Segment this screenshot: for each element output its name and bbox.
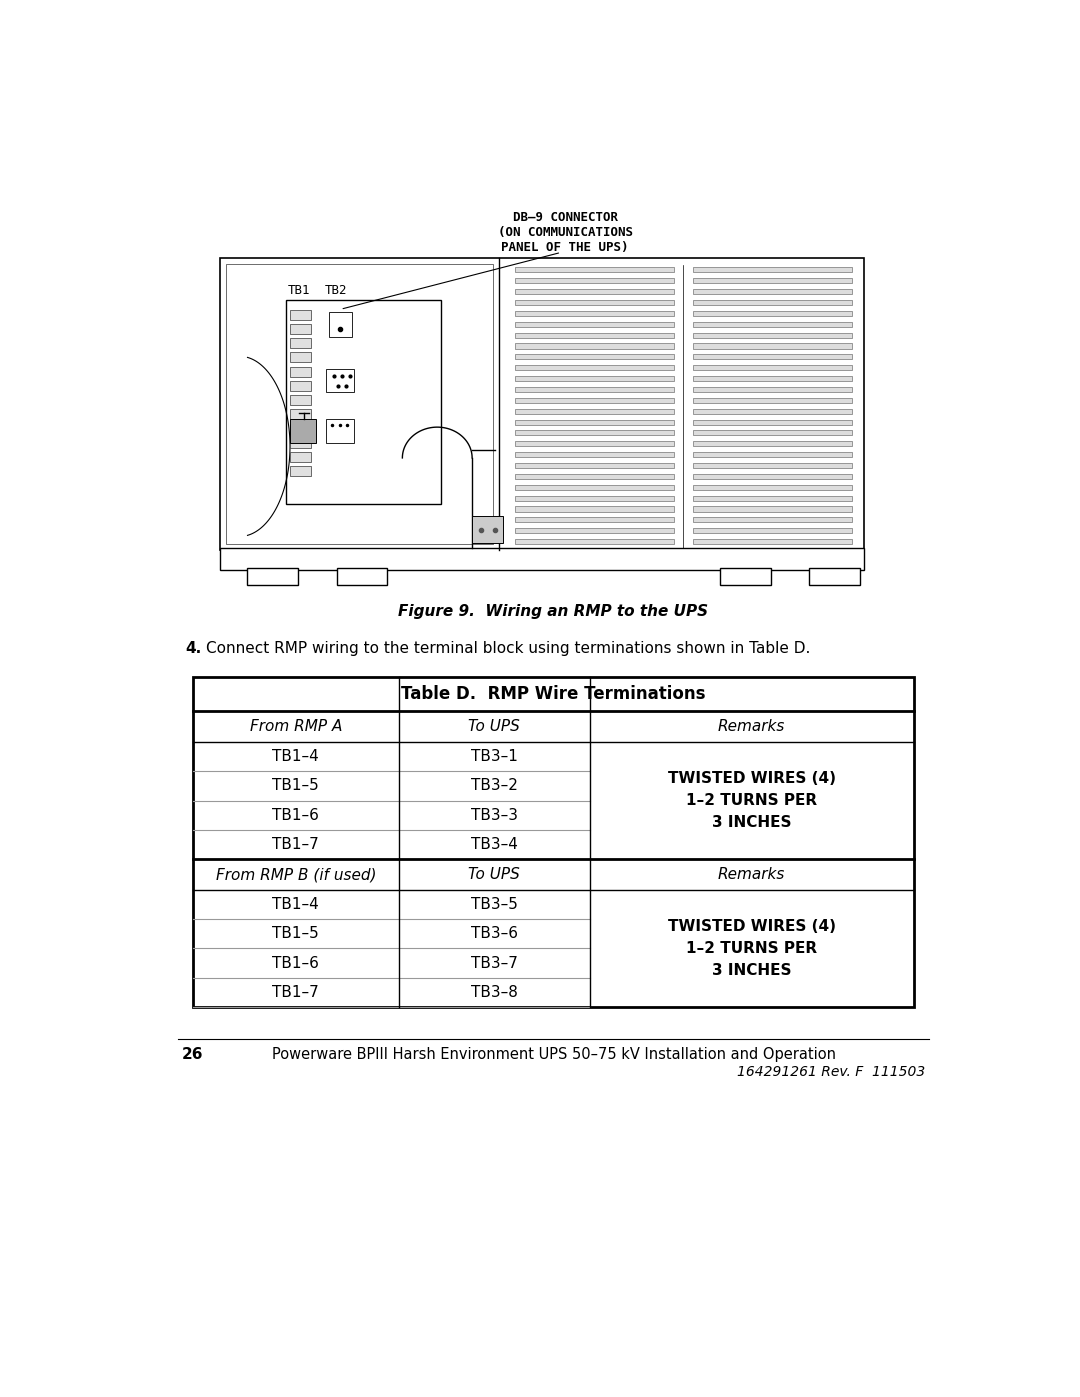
Bar: [515, 539, 674, 545]
Bar: [515, 485, 674, 490]
Text: TB1: TB1: [287, 284, 310, 298]
Bar: [693, 507, 852, 511]
Bar: [220, 548, 864, 570]
Bar: [220, 257, 864, 550]
Bar: [515, 441, 674, 447]
Bar: [515, 310, 674, 316]
Bar: [515, 419, 674, 425]
Bar: [693, 289, 852, 295]
Bar: [693, 485, 852, 490]
Bar: [515, 321, 674, 327]
Bar: [515, 409, 674, 414]
Text: TB1–7: TB1–7: [272, 985, 320, 1000]
Bar: [515, 507, 674, 511]
Text: TWISTED WIRES (4)
1–2 TURNS PER
3 INCHES: TWISTED WIRES (4) 1–2 TURNS PER 3 INCHES: [667, 919, 836, 978]
Text: From RMP A: From RMP A: [249, 719, 342, 735]
Text: Table D.  RMP Wire Terminations: Table D. RMP Wire Terminations: [402, 686, 705, 703]
Text: TB1–6: TB1–6: [272, 956, 320, 971]
Bar: [291, 409, 311, 419]
Text: TB3–8: TB3–8: [471, 985, 517, 1000]
Text: TB1–5: TB1–5: [272, 926, 320, 942]
Text: To UPS: To UPS: [468, 719, 519, 735]
Bar: [291, 310, 311, 320]
Text: To UPS: To UPS: [468, 868, 519, 882]
Bar: [693, 355, 852, 359]
Bar: [515, 430, 674, 436]
Bar: [693, 278, 852, 284]
Bar: [291, 453, 311, 462]
Bar: [515, 355, 674, 359]
Text: 26: 26: [181, 1048, 203, 1062]
Bar: [291, 423, 311, 433]
Text: TB3–1: TB3–1: [471, 749, 517, 764]
Bar: [193, 678, 914, 1007]
Bar: [515, 462, 674, 468]
Text: TB3–3: TB3–3: [471, 807, 517, 823]
Bar: [693, 332, 852, 338]
Bar: [515, 376, 674, 381]
Text: TB3–7: TB3–7: [471, 956, 517, 971]
Bar: [693, 462, 852, 468]
Text: Figure 9.  Wiring an RMP to the UPS: Figure 9. Wiring an RMP to the UPS: [399, 605, 708, 619]
Text: TB1–5: TB1–5: [272, 778, 320, 793]
Bar: [472, 515, 503, 542]
Bar: [515, 332, 674, 338]
Text: 4.: 4.: [186, 641, 202, 657]
Text: DB–9 CONNECTOR
(ON COMMUNICATIONS
PANEL OF THE UPS): DB–9 CONNECTOR (ON COMMUNICATIONS PANEL …: [498, 211, 633, 254]
Bar: [515, 365, 674, 370]
Bar: [515, 300, 674, 305]
Bar: [809, 569, 860, 585]
Bar: [693, 539, 852, 545]
Bar: [693, 365, 852, 370]
Bar: [693, 474, 852, 479]
Bar: [693, 419, 852, 425]
Text: Remarks: Remarks: [718, 719, 785, 735]
Bar: [291, 381, 311, 391]
Bar: [291, 338, 311, 348]
Bar: [693, 409, 852, 414]
Text: Powerware BPIII Harsh Environment UPS 50–75 kV Installation and Operation: Powerware BPIII Harsh Environment UPS 50…: [271, 1048, 836, 1062]
Text: Connect RMP wiring to the terminal block using terminations shown in Table D.: Connect RMP wiring to the terminal block…: [206, 641, 811, 657]
Text: 164291261 Rev. F  111503: 164291261 Rev. F 111503: [738, 1065, 926, 1078]
Bar: [291, 367, 311, 377]
Bar: [693, 387, 852, 393]
Bar: [515, 453, 674, 457]
Bar: [515, 344, 674, 348]
Bar: [693, 300, 852, 305]
Text: TB3–6: TB3–6: [471, 926, 517, 942]
Bar: [515, 474, 674, 479]
Bar: [693, 310, 852, 316]
Bar: [291, 352, 311, 362]
Bar: [291, 324, 311, 334]
Bar: [693, 267, 852, 272]
Text: Remarks: Remarks: [718, 868, 785, 882]
Bar: [693, 496, 852, 500]
Text: TB3–2: TB3–2: [471, 778, 517, 793]
Text: TB1–4: TB1–4: [272, 897, 320, 912]
Bar: [693, 453, 852, 457]
Bar: [515, 387, 674, 393]
Bar: [515, 289, 674, 295]
Text: TB1–4: TB1–4: [272, 749, 320, 764]
Bar: [291, 467, 311, 476]
Text: TWISTED WIRES (4)
1–2 TURNS PER
3 INCHES: TWISTED WIRES (4) 1–2 TURNS PER 3 INCHES: [667, 771, 836, 830]
Text: TB3–5: TB3–5: [471, 897, 517, 912]
Bar: [515, 496, 674, 500]
Bar: [693, 376, 852, 381]
Bar: [693, 344, 852, 348]
Bar: [227, 264, 494, 545]
Bar: [515, 278, 674, 284]
Bar: [515, 517, 674, 522]
Bar: [291, 395, 311, 405]
Bar: [337, 569, 387, 585]
Bar: [286, 300, 441, 504]
Bar: [720, 569, 770, 585]
Bar: [693, 321, 852, 327]
Bar: [515, 267, 674, 272]
Bar: [291, 419, 315, 443]
Bar: [326, 419, 354, 443]
Bar: [693, 398, 852, 402]
Bar: [515, 398, 674, 402]
Text: TB3–4: TB3–4: [471, 837, 517, 852]
Text: TB2: TB2: [325, 284, 348, 298]
